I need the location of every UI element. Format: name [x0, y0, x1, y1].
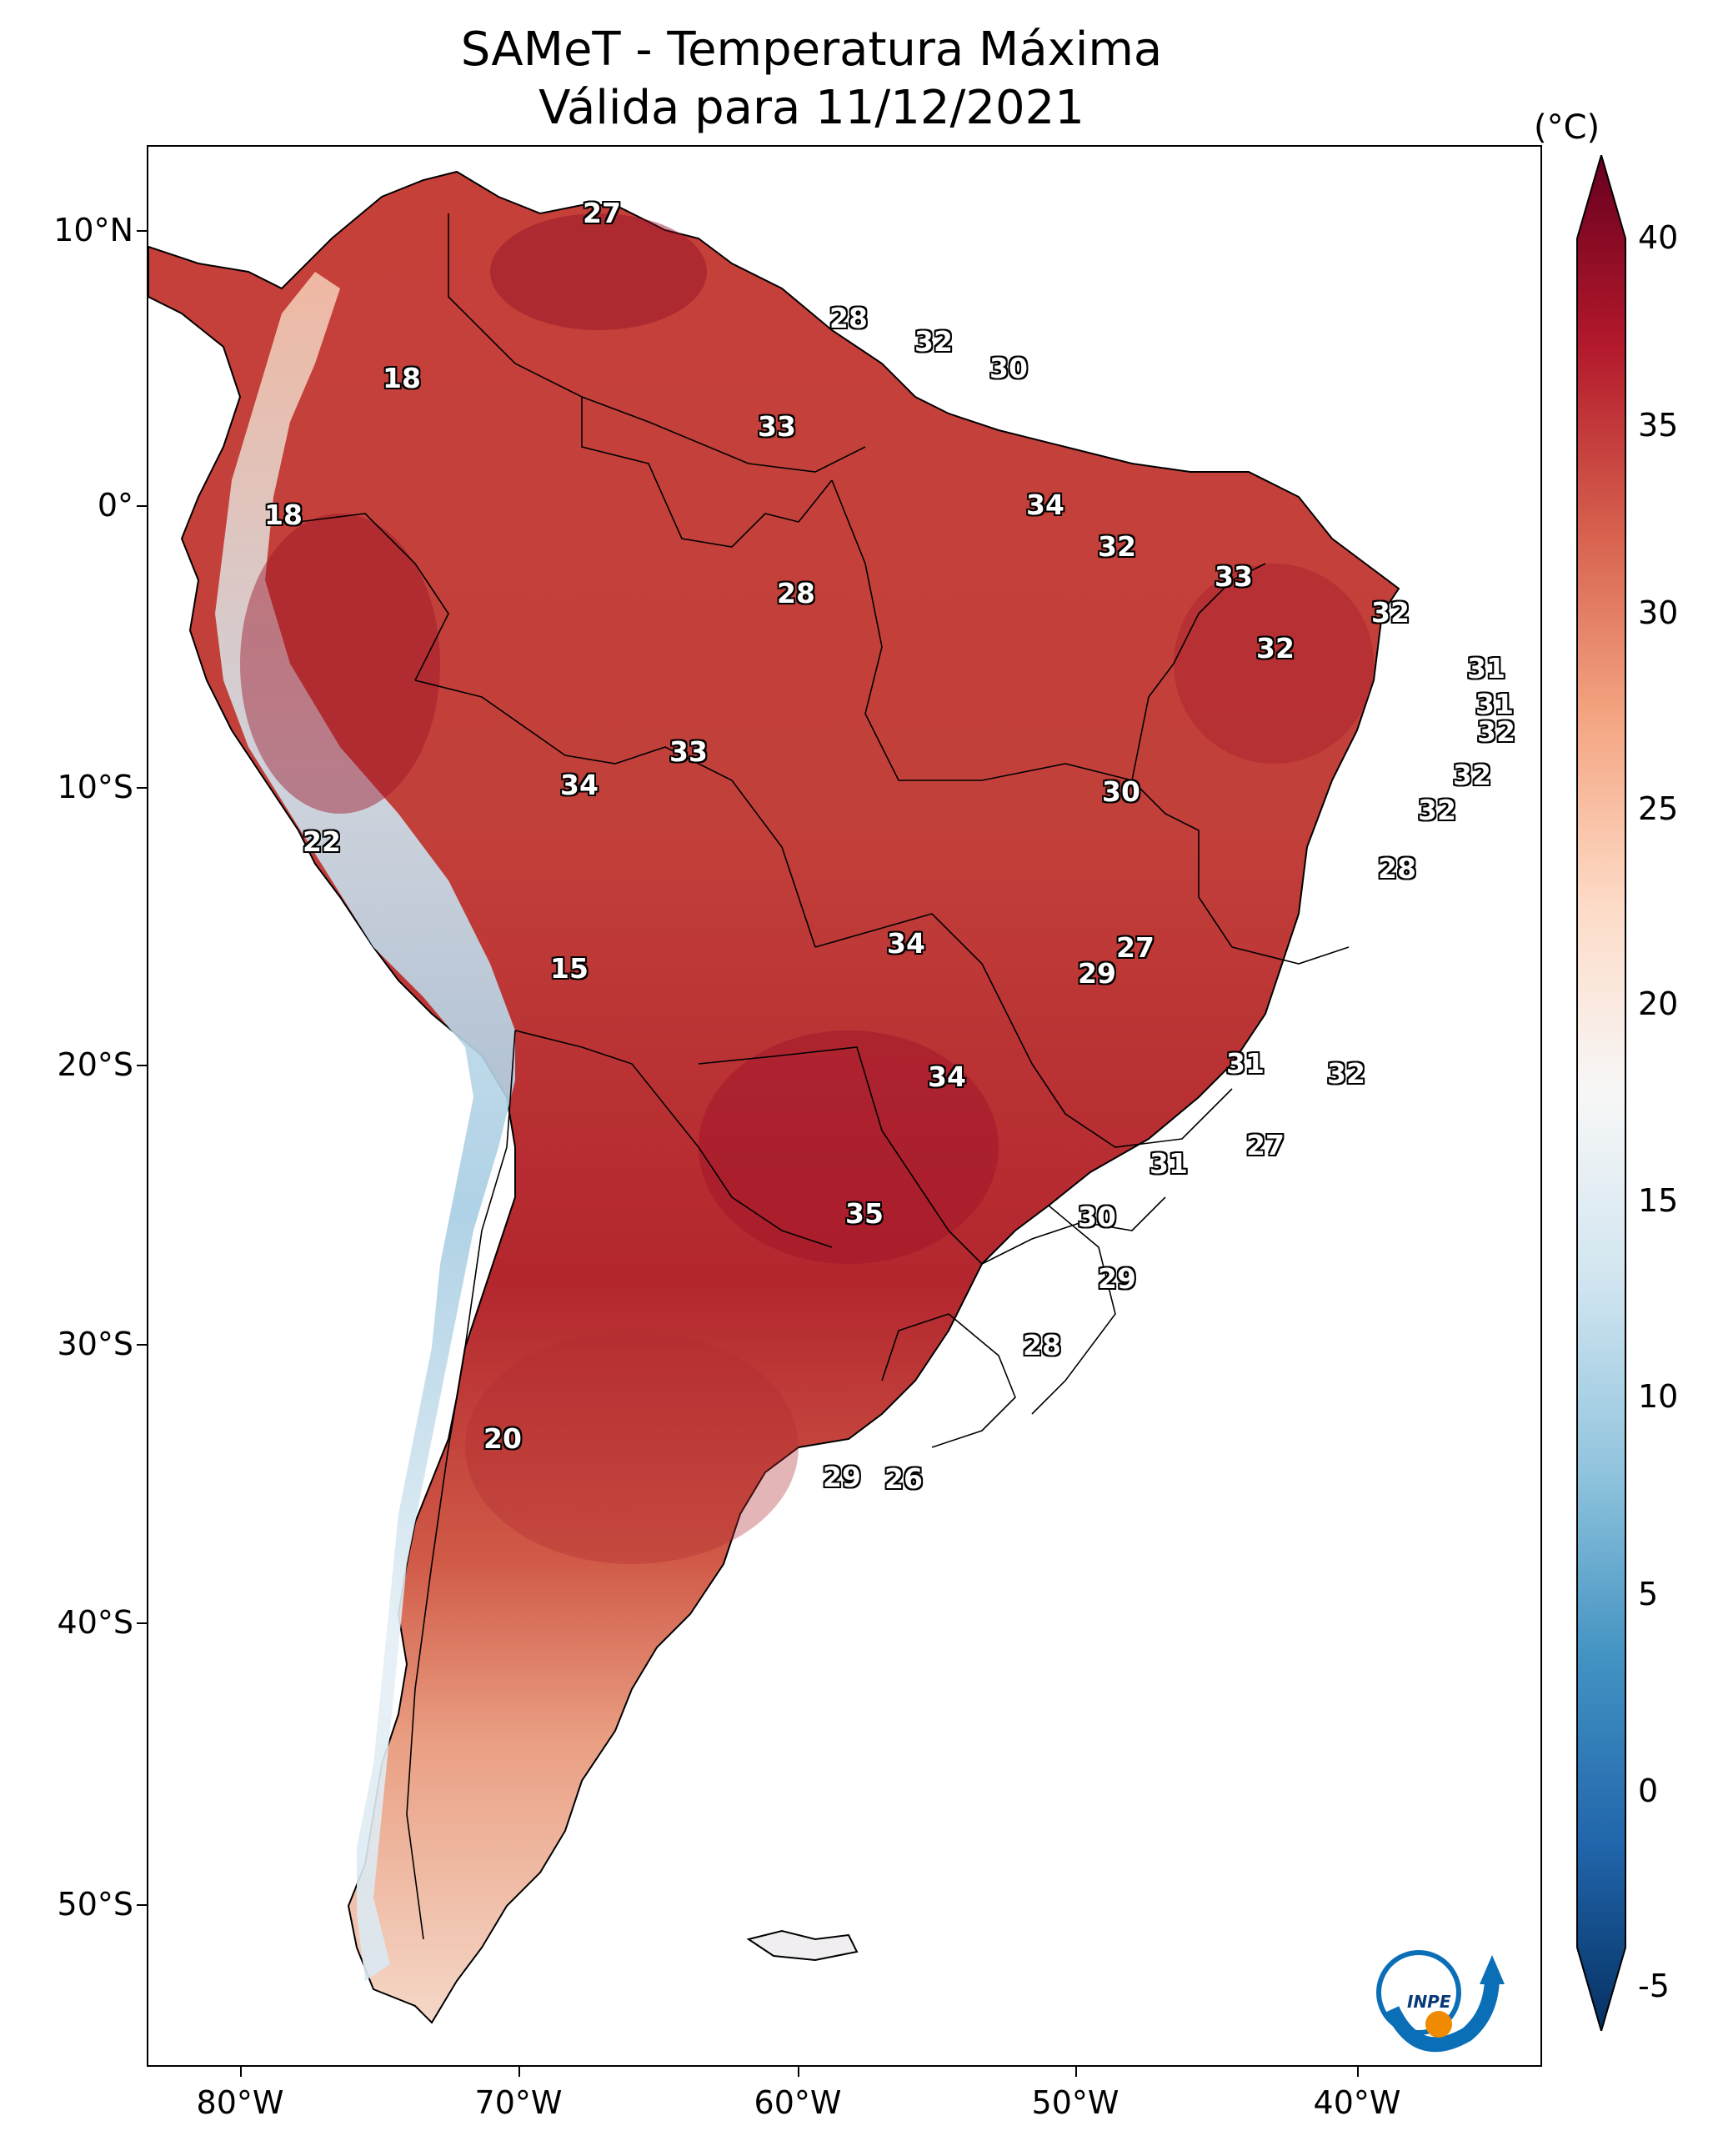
station-value-label: 32 — [1256, 632, 1295, 664]
y-tick-mark — [137, 1622, 147, 1624]
country-borders — [298, 213, 1350, 1940]
station-value-label: 18 — [383, 362, 421, 394]
station-value-label: 34 — [887, 927, 925, 960]
hot-core-venezuela — [490, 213, 707, 330]
station-value-label: 31 — [1467, 652, 1505, 684]
colorbar-tick-label: 40 — [1638, 219, 1679, 256]
station-value-label: 20 — [483, 1422, 522, 1455]
station-value-label: 27 — [1246, 1129, 1285, 1161]
x-tick-label: 40°W — [1313, 2084, 1401, 2121]
station-value-label: 31 — [1150, 1147, 1188, 1180]
station-value-label: 32 — [1453, 759, 1491, 791]
x-tick-label: 70°W — [474, 2084, 563, 2121]
station-value-label: 22 — [303, 825, 341, 858]
station-value-label: 33 — [669, 735, 708, 768]
colorbar-tick-label: 15 — [1638, 1182, 1679, 1219]
inpe-logo: INPE — [1376, 1950, 1505, 2053]
y-tick-mark — [137, 1904, 147, 1906]
y-tick-label: 30°S — [57, 1326, 133, 1362]
station-value-label: 33 — [1215, 560, 1253, 593]
hot-core-northeast — [1174, 564, 1374, 764]
y-tick-label: 10°S — [57, 769, 133, 805]
station-value-label: 33 — [758, 410, 796, 443]
y-tick-mark — [137, 1065, 147, 1066]
y-tick-mark — [137, 1344, 147, 1346]
station-value-label: 28 — [829, 302, 868, 334]
x-tick-mark — [1075, 2067, 1077, 2077]
y-tick-label: 0° — [97, 487, 133, 524]
station-value-label: 27 — [583, 197, 621, 229]
map-area — [147, 145, 1542, 2067]
y-tick-label: 10°N — [53, 212, 133, 248]
station-value-label: 32 — [1477, 715, 1515, 748]
map-title: SAMeT - Temperatura Máxima — [460, 23, 1163, 77]
x-tick-mark — [1357, 2067, 1359, 2077]
y-tick-label: 20°S — [57, 1046, 133, 1083]
colorbar-units: (°C) — [1534, 108, 1600, 147]
hot-core-chaco — [699, 1030, 999, 1264]
station-value-label: 29 — [823, 1461, 861, 1493]
station-value-label: 30 — [1102, 775, 1140, 808]
station-value-label: 30 — [1078, 1201, 1116, 1233]
hot-core-amazon-west — [240, 514, 440, 814]
station-value-label: 18 — [264, 499, 303, 531]
colorbar-tick-label: 10 — [1638, 1378, 1679, 1415]
south-america-temperature-map — [148, 170, 1400, 2024]
station-value-label: 34 — [928, 1060, 966, 1093]
x-tick-mark — [798, 2067, 799, 2077]
colorbar-tick-label: -5 — [1638, 1968, 1670, 2004]
y-tick-mark — [137, 787, 147, 789]
y-tick-label: 40°S — [57, 1604, 133, 1641]
falklands-shape — [746, 1929, 859, 1962]
colorbar-tick-label: 5 — [1638, 1576, 1659, 1612]
logo-text: INPE — [1407, 1992, 1451, 2012]
station-value-label: 32 — [1418, 794, 1456, 826]
station-value-label: 30 — [989, 352, 1028, 384]
station-value-label: 15 — [550, 952, 589, 985]
y-tick-mark — [137, 230, 147, 232]
x-tick-label: 80°W — [196, 2084, 284, 2121]
x-tick-label: 60°W — [754, 2084, 842, 2121]
x-tick-mark — [240, 2067, 242, 2077]
station-value-label: 28 — [777, 577, 815, 609]
map-subtitle: Válida para 11/12/2021 — [538, 81, 1084, 135]
station-value-label: 31 — [1226, 1047, 1265, 1080]
station-value-label: 32 — [1098, 530, 1136, 563]
x-tick-label: 50°W — [1031, 2084, 1119, 2121]
andes-cool-region — [215, 272, 515, 1981]
station-value-label: 35 — [845, 1197, 884, 1230]
station-value-label: 34 — [1026, 489, 1064, 521]
colorbar-tick-label: 30 — [1638, 594, 1679, 631]
station-value-label: 28 — [1378, 852, 1416, 885]
colorbar-tick-label: 35 — [1638, 407, 1679, 444]
station-value-label: 26 — [884, 1462, 923, 1495]
station-value-label: 29 — [1078, 957, 1116, 990]
warm-core-argentina — [465, 1331, 799, 1564]
colorbar-tick-label: 0 — [1638, 1772, 1659, 1809]
x-tick-mark — [518, 2067, 520, 2077]
station-value-label: 31 — [1475, 688, 1514, 720]
station-value-label: 32 — [1371, 596, 1410, 629]
station-value-label: 27 — [1116, 931, 1155, 964]
y-tick-label: 50°S — [57, 1886, 133, 1923]
station-value-label: 34 — [560, 769, 599, 801]
colorbar-tick-label: 25 — [1638, 790, 1679, 827]
station-value-label: 32 — [1327, 1057, 1365, 1090]
y-tick-mark — [137, 505, 147, 507]
station-value-label: 29 — [1098, 1262, 1136, 1295]
colorbar-tick-label: 20 — [1638, 985, 1679, 1022]
station-value-label: 28 — [1023, 1329, 1061, 1361]
station-value-label: 32 — [914, 325, 953, 358]
colorbar — [1576, 155, 1626, 2031]
